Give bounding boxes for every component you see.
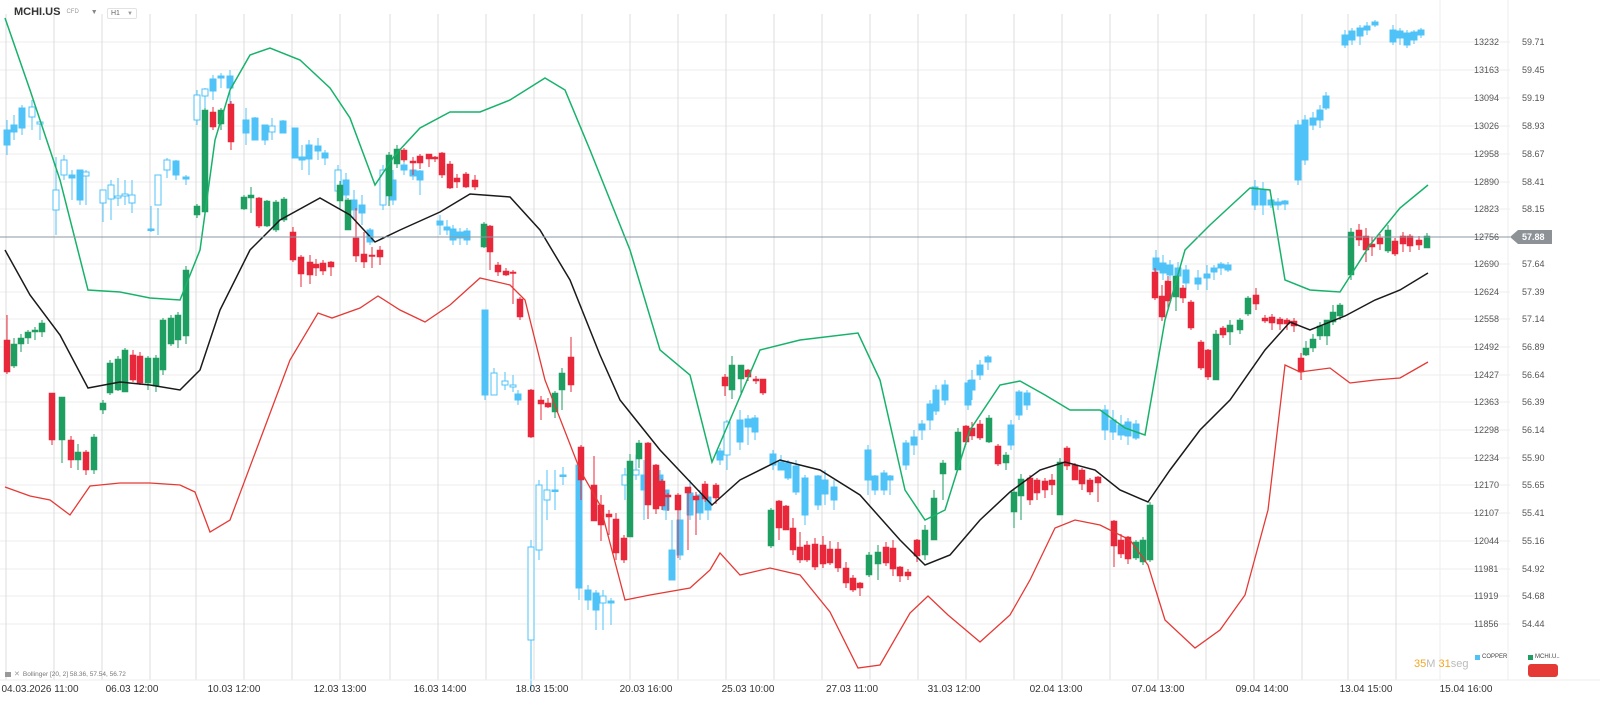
candle-countdown: 35M 31seg bbox=[1414, 658, 1468, 670]
y-tick-label: 12363 bbox=[1474, 397, 1499, 407]
instrument-type-label: CFD bbox=[66, 9, 79, 15]
y-tick-label: 12170 bbox=[1474, 480, 1499, 490]
bollinger-lower-band bbox=[4, 277, 1429, 669]
x-tick-label: 06.03 12:00 bbox=[106, 684, 159, 695]
indicator-label: Bollinger [20, 2] 58.36, 57.54, 56.72 bbox=[22, 670, 126, 678]
legend-item-copper[interactable]: COPPER bbox=[1475, 654, 1507, 660]
x-tick-label: 15.04 16:00 bbox=[1440, 684, 1493, 695]
bollinger-middle-band bbox=[4, 193, 1429, 566]
y-tick-label: 56.39 bbox=[1522, 397, 1545, 407]
y-tick-label: 55.90 bbox=[1522, 453, 1545, 463]
legend-swatch-icon bbox=[1475, 654, 1480, 660]
y-tick-label: 12427 bbox=[1474, 370, 1499, 380]
indicator-settings-icon[interactable] bbox=[5, 671, 11, 677]
y-tick-label: 55.65 bbox=[1522, 480, 1545, 490]
y-tick-label: 11919 bbox=[1474, 591, 1498, 601]
x-tick-label: 02.04 13:00 bbox=[1030, 684, 1083, 695]
y-tick-label: 12690 bbox=[1474, 259, 1499, 269]
svg-text:57.88: 57.88 bbox=[1522, 232, 1545, 242]
x-tick-label: 27.03 11:00 bbox=[826, 684, 879, 695]
y-tick-label: 57.39 bbox=[1522, 287, 1545, 297]
y-tick-label: 56.14 bbox=[1522, 425, 1545, 435]
y-tick-label: 12823 bbox=[1474, 204, 1499, 214]
y-tick-label: 54.92 bbox=[1522, 564, 1545, 574]
y-tick-label: 12234 bbox=[1474, 453, 1499, 463]
countdown-minutes-unit: M bbox=[1426, 658, 1436, 670]
y-tick-label: 56.64 bbox=[1522, 370, 1545, 380]
y-tick-label: 58.93 bbox=[1522, 121, 1545, 131]
copper-overlay-series bbox=[3, 20, 1425, 690]
y-tick-label: 12298 bbox=[1474, 425, 1499, 435]
x-tick-label: 07.04 13:00 bbox=[1132, 684, 1185, 695]
y-tick-label: 12756 bbox=[1474, 232, 1499, 242]
current-price-tag: 57.88 bbox=[1510, 230, 1552, 244]
x-tick-label: 04.03.2026 11:00 bbox=[1, 684, 79, 695]
x-tick-label: 09.04 14:00 bbox=[1236, 684, 1289, 695]
y-tick-label: 12624 bbox=[1474, 287, 1499, 297]
copper-price-axis[interactable]: 13232 13163 13094 13026 12958 12890 12823 12756… bbox=[1474, 37, 1499, 629]
countdown-minutes: 35 bbox=[1414, 658, 1427, 670]
y-tick-label: 58.67 bbox=[1522, 149, 1545, 159]
y-tick-label: 13094 bbox=[1474, 93, 1499, 103]
y-tick-label: 58.41 bbox=[1522, 177, 1545, 187]
y-tick-label: 57.14 bbox=[1522, 314, 1545, 324]
x-tick-label: 18.03 15:00 bbox=[516, 684, 569, 695]
bollinger-upper-band bbox=[4, 17, 1429, 521]
timeframe-label: H1 bbox=[111, 10, 120, 17]
mchi-price-axis[interactable]: 59.71 59.45 59.19 58.93 58.67 58.41 58.15 57.64… bbox=[1522, 37, 1545, 629]
x-tick-label: 20.03 16:00 bbox=[620, 684, 673, 695]
legend-swatch-icon bbox=[1528, 654, 1533, 660]
y-tick-label: 12044 bbox=[1474, 536, 1499, 546]
legend-label: COPPER bbox=[1482, 654, 1508, 660]
countdown-seconds: 31 bbox=[1438, 658, 1451, 670]
y-tick-label: 12492 bbox=[1474, 342, 1499, 352]
y-tick-label: 57.64 bbox=[1522, 259, 1545, 269]
x-tick-label: 25.03 10:00 bbox=[722, 684, 775, 695]
legend-item-mchi[interactable]: MCHI.U.. bbox=[1528, 654, 1560, 660]
y-tick-label: 59.45 bbox=[1522, 65, 1545, 75]
y-tick-label: 54.44 bbox=[1522, 619, 1545, 629]
y-tick-label: 12890 bbox=[1474, 177, 1499, 187]
remove-series-button[interactable] bbox=[1528, 664, 1558, 677]
y-tick-label: 59.71 bbox=[1522, 37, 1545, 47]
y-tick-label: 55.41 bbox=[1522, 508, 1545, 518]
y-tick-label: 13163 bbox=[1474, 65, 1499, 75]
y-tick-label: 11856 bbox=[1474, 619, 1498, 629]
time-axis[interactable]: 04.03.2026 11:00 06.03 12:00 10.03 12:00 12… bbox=[1, 684, 1492, 695]
chevron-down-icon: ▼ bbox=[127, 10, 133, 17]
chevron-down-icon[interactable]: ▼ bbox=[90, 8, 98, 16]
indicator-legend: ✕ Bollinger [20, 2] 58.36, 57.54, 56.72 bbox=[5, 670, 126, 678]
y-tick-label: 12107 bbox=[1474, 508, 1499, 518]
y-tick-label: 58.15 bbox=[1522, 204, 1545, 214]
y-tick-label: 12958 bbox=[1474, 149, 1499, 159]
y-tick-label: 55.16 bbox=[1522, 536, 1545, 546]
x-tick-label: 12.03 13:00 bbox=[314, 684, 367, 695]
horizontal-gridlines bbox=[0, 41, 1510, 625]
x-tick-label: 16.03 14:00 bbox=[414, 684, 467, 695]
y-tick-label: 13232 bbox=[1474, 37, 1499, 47]
timeframe-selector[interactable]: H1 ▼ bbox=[107, 8, 137, 19]
mchi-candles bbox=[3, 101, 1431, 596]
x-tick-label: 31.03 12:00 bbox=[928, 684, 981, 695]
instrument-selector[interactable]: MCHI.US CFD ▼ bbox=[14, 6, 98, 18]
y-tick-label: 11981 bbox=[1474, 564, 1498, 574]
y-tick-label: 56.89 bbox=[1522, 342, 1545, 352]
x-tick-label: 10.03 12:00 bbox=[208, 684, 261, 695]
close-icon[interactable]: ✕ bbox=[14, 671, 20, 678]
y-tick-label: 13026 bbox=[1474, 121, 1499, 131]
y-tick-label: 12558 bbox=[1474, 314, 1499, 324]
countdown-seconds-unit: seg bbox=[1450, 658, 1469, 670]
legend-label: MCHI.U.. bbox=[1535, 654, 1560, 660]
y-tick-label: 54.68 bbox=[1522, 591, 1545, 601]
symbol-label: MCHI.US bbox=[14, 6, 61, 18]
x-tick-label: 13.04 15:00 bbox=[1340, 684, 1393, 695]
y-tick-label: 59.19 bbox=[1522, 93, 1545, 103]
